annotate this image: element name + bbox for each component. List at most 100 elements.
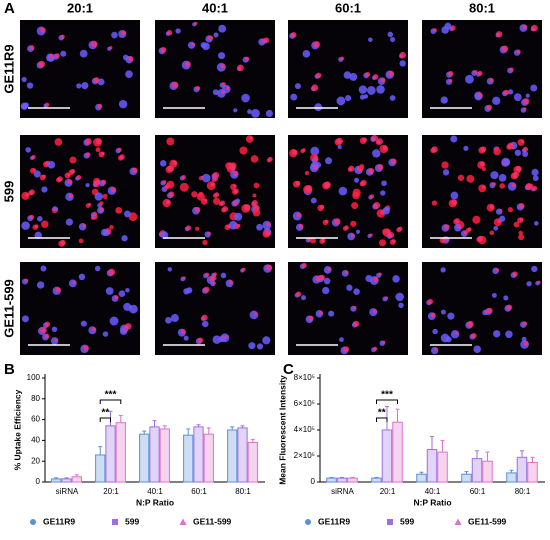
cell [213, 272, 217, 277]
cell [31, 154, 36, 160]
cell [108, 268, 116, 276]
cell [353, 306, 357, 310]
cell [76, 175, 82, 180]
cell [25, 193, 29, 197]
cell [21, 221, 30, 230]
x-tick-label: 20:1 [103, 487, 119, 496]
cell [372, 149, 381, 158]
cell [194, 206, 201, 213]
cell [348, 165, 355, 172]
cell [191, 191, 198, 198]
cell [44, 102, 50, 107]
cell [531, 24, 538, 32]
cell [119, 154, 125, 160]
cell [44, 321, 51, 328]
cell [125, 70, 133, 78]
legend-label: 599 [125, 516, 139, 526]
cell [513, 221, 520, 228]
cell [95, 138, 102, 145]
cell [350, 233, 355, 238]
cell [166, 137, 175, 146]
cell [267, 156, 273, 162]
cell [94, 192, 103, 201]
cell [344, 225, 349, 230]
cell [366, 86, 376, 95]
cell [311, 84, 319, 92]
cell [487, 307, 493, 314]
cell [249, 310, 259, 320]
significance-bracket [99, 417, 111, 422]
cell [507, 142, 514, 150]
cell [346, 284, 353, 291]
x-tick-label: 80:1 [515, 487, 531, 496]
cell [121, 235, 128, 242]
cell [522, 321, 528, 326]
cell [38, 60, 46, 68]
cell [110, 186, 117, 193]
cell [477, 235, 484, 242]
cell [25, 147, 31, 153]
y-tick-label: 8×10⁵ [294, 373, 315, 382]
bar [426, 449, 438, 483]
cell [450, 330, 460, 339]
cell [495, 268, 499, 272]
cell [492, 182, 496, 186]
cell [109, 316, 119, 326]
cell [376, 85, 385, 94]
cell [522, 98, 530, 105]
cell [427, 298, 434, 305]
cell [262, 336, 271, 345]
row-label: 599 [1, 181, 16, 203]
cell [221, 82, 226, 87]
cell [166, 180, 175, 189]
x-tick-label: 80:1 [235, 487, 251, 496]
cell [474, 70, 478, 74]
panel-label: A [4, 0, 15, 17]
cell [480, 146, 487, 153]
cell [47, 160, 56, 169]
cell [498, 174, 507, 182]
cell [499, 183, 505, 189]
cell [295, 180, 301, 186]
cell [387, 31, 394, 38]
column-header: 80:1 [469, 0, 495, 15]
legend-label: GE11-599 [468, 516, 507, 526]
cell [298, 223, 304, 229]
bar [416, 473, 427, 483]
cell [501, 45, 509, 52]
cell [463, 230, 468, 235]
cell [531, 168, 539, 176]
y-tick-label: 40 [31, 436, 40, 445]
cell [256, 223, 263, 231]
cell [302, 50, 311, 58]
cell [518, 230, 523, 236]
cell [519, 217, 524, 222]
cell [360, 179, 367, 186]
cell [265, 109, 273, 118]
cell [481, 166, 486, 172]
cell [233, 188, 239, 194]
legend-marker [387, 519, 393, 525]
cell [365, 72, 371, 77]
cell [292, 149, 298, 155]
cell [214, 192, 220, 197]
bar [203, 433, 214, 483]
legend-label: 599 [400, 516, 414, 526]
cell [489, 204, 495, 209]
cell [432, 328, 438, 335]
cell [503, 295, 509, 301]
cell [252, 208, 261, 217]
x-tick-label: siRNA [56, 487, 79, 496]
cell [94, 265, 101, 272]
cell [100, 179, 107, 185]
cell [69, 156, 77, 164]
cell [114, 295, 119, 300]
cell [76, 83, 82, 89]
cell [228, 280, 234, 285]
y-tick-label: 0 [311, 477, 316, 486]
cell [450, 191, 459, 200]
cell [390, 37, 396, 43]
cell [266, 222, 271, 227]
cell [160, 46, 167, 53]
cell [166, 199, 171, 205]
